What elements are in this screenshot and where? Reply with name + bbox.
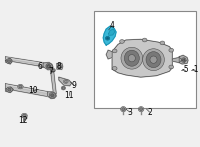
Polygon shape <box>50 69 56 94</box>
Ellipse shape <box>6 87 12 92</box>
Ellipse shape <box>21 113 27 118</box>
Ellipse shape <box>47 65 50 67</box>
Text: 4: 4 <box>110 21 115 30</box>
Ellipse shape <box>143 49 164 71</box>
Ellipse shape <box>146 52 161 68</box>
Ellipse shape <box>18 84 23 89</box>
Ellipse shape <box>181 58 186 62</box>
Ellipse shape <box>128 55 135 62</box>
Ellipse shape <box>150 56 157 63</box>
Polygon shape <box>59 77 72 86</box>
Ellipse shape <box>106 37 109 39</box>
Ellipse shape <box>169 48 174 52</box>
Ellipse shape <box>61 86 66 90</box>
Text: 12: 12 <box>19 116 28 125</box>
Polygon shape <box>6 58 13 64</box>
Ellipse shape <box>160 41 165 45</box>
Ellipse shape <box>46 63 52 69</box>
Ellipse shape <box>121 107 126 112</box>
Ellipse shape <box>169 65 174 69</box>
Polygon shape <box>179 55 188 64</box>
Polygon shape <box>57 63 63 69</box>
Polygon shape <box>43 62 53 70</box>
Ellipse shape <box>138 107 144 112</box>
Ellipse shape <box>8 88 11 91</box>
Ellipse shape <box>49 92 56 98</box>
Ellipse shape <box>7 60 11 62</box>
Text: 7: 7 <box>49 67 53 76</box>
Polygon shape <box>6 84 51 97</box>
Ellipse shape <box>112 49 117 53</box>
Ellipse shape <box>62 87 65 89</box>
Bar <box>94 11 196 108</box>
Ellipse shape <box>122 108 125 111</box>
Ellipse shape <box>57 65 61 68</box>
Text: 10: 10 <box>28 86 38 95</box>
Ellipse shape <box>51 94 54 97</box>
Text: 2: 2 <box>147 108 152 117</box>
Polygon shape <box>112 39 172 77</box>
Ellipse shape <box>6 59 12 64</box>
Text: 6: 6 <box>38 62 43 71</box>
Ellipse shape <box>19 85 22 88</box>
Ellipse shape <box>183 59 185 61</box>
Polygon shape <box>172 57 182 63</box>
Ellipse shape <box>47 65 51 67</box>
Text: 9: 9 <box>71 81 76 90</box>
Polygon shape <box>106 50 112 59</box>
Ellipse shape <box>105 36 110 40</box>
Ellipse shape <box>121 47 143 69</box>
Polygon shape <box>6 57 45 66</box>
Ellipse shape <box>124 50 139 66</box>
Text: 11: 11 <box>64 91 73 100</box>
Polygon shape <box>109 29 115 35</box>
Ellipse shape <box>140 108 143 111</box>
Ellipse shape <box>142 38 147 42</box>
Ellipse shape <box>112 66 117 70</box>
Polygon shape <box>48 92 56 98</box>
Polygon shape <box>6 87 14 92</box>
Text: -1: -1 <box>191 65 199 74</box>
Text: 3: 3 <box>127 108 132 117</box>
Ellipse shape <box>51 68 55 72</box>
Ellipse shape <box>23 114 26 117</box>
Ellipse shape <box>46 65 50 68</box>
Ellipse shape <box>63 80 68 83</box>
Text: -5: -5 <box>181 65 189 74</box>
Ellipse shape <box>64 80 67 83</box>
Ellipse shape <box>120 40 124 43</box>
Polygon shape <box>103 26 116 45</box>
Ellipse shape <box>52 69 54 71</box>
Text: 8: 8 <box>56 62 61 71</box>
